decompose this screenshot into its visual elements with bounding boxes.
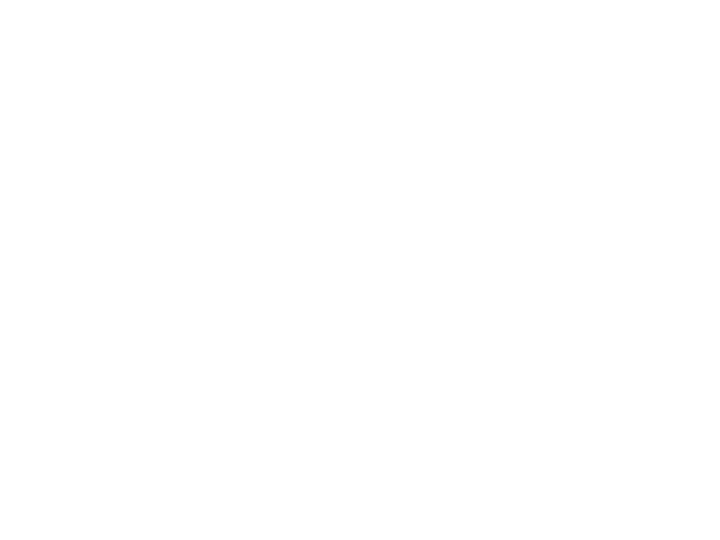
Text: ■: ■ <box>22 100 37 118</box>
Text: Also, in the above representations the value of M
gives the numbers zeros and th: Also, in the above representations the v… <box>61 443 436 496</box>
Circle shape <box>595 16 672 65</box>
Circle shape <box>603 22 664 59</box>
Text: 53: 53 <box>32 511 54 526</box>
Text: SKIT: SKIT <box>623 27 644 36</box>
Text: $(n) = -\sum_{m=1}^{N} a_m\, y\,(n-m) + \sum_{m=0}^{M} b_m\; x(n-m)\;\cdots\cdot: $(n) = -\sum_{m=1}^{N} a_m\, y\,(n-m) + … <box>36 259 487 312</box>
Text: SKIT: SKIT <box>625 59 642 65</box>
Text: Since this weighted sum involved the present and
all the past input sample, we c: Since this weighted sum involved the pre… <box>61 98 441 171</box>
Text: SKIT/ECE/V-SEM/DSP/unit-3: SKIT/ECE/V-SEM/DSP/unit-3 <box>86 514 238 523</box>
Text: And the z-domain representations of IIR system
can be viewed as a computational : And the z-domain representations of IIR … <box>61 338 431 412</box>
Text: •: • <box>29 446 40 464</box>
Text: •: • <box>29 340 40 359</box>
Circle shape <box>16 498 71 539</box>
Text: IIR Implementation: IIR Implementation <box>143 38 577 76</box>
